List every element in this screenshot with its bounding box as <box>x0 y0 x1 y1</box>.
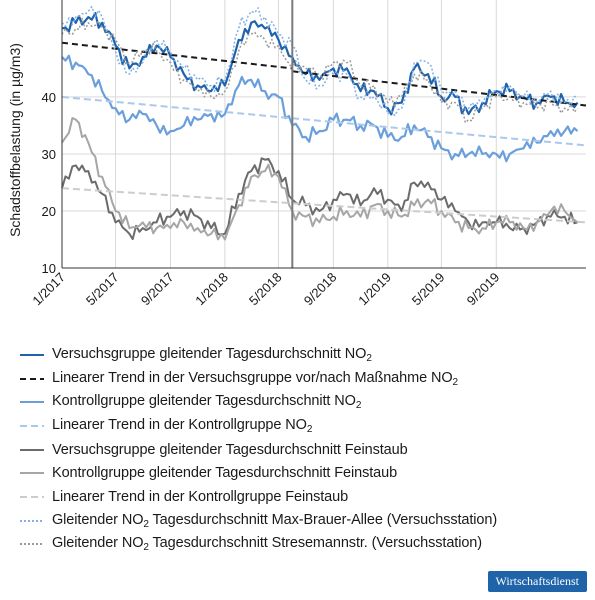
legend-item: Linearer Trend in der Versuchsgruppe vor… <box>20 367 590 391</box>
legend-swatch <box>20 472 44 475</box>
y-tick-label: 10 <box>42 261 56 276</box>
x-tick-label: 9/2019 <box>464 270 503 309</box>
legend-item: Linearer Trend in der Kontrollgruppe NO2 <box>20 414 590 438</box>
x-tick-label: 5/2018 <box>246 270 285 309</box>
legend-swatch <box>20 401 44 404</box>
legend-label: Gleitender NO2 Tagesdurchschnitt Stresem… <box>52 535 482 554</box>
series-line-6 <box>61 117 579 241</box>
legend-label: Linearer Trend in der Kontrollgruppe Fei… <box>52 488 349 505</box>
legend-item: Gleitender NO2 Tagesdurchschnitt Stresem… <box>20 533 590 557</box>
legend-label: Gleitender NO2 Tagesdurchschnitt Max-Bra… <box>52 511 498 530</box>
y-tick-label: 30 <box>42 147 56 162</box>
legend-label: Linearer Trend in der Versuchsgruppe vor… <box>52 369 458 388</box>
legend-label: Kontrollgruppe gleitender Tagesdurchschn… <box>52 393 362 412</box>
legend-item: Kontrollgruppe gleitender Tagesdurchschn… <box>20 461 590 485</box>
legend-label: Versuchsgruppe gleitender Tagesdurchschn… <box>52 345 372 364</box>
legend-swatch <box>20 448 44 451</box>
series-line-8 <box>61 5 578 117</box>
legend-item: Versuchsgruppe gleitender Tagesdurchschn… <box>20 438 590 462</box>
legend-label: Versuchsgruppe gleitender Tagesdurchschn… <box>52 441 408 458</box>
legend-swatch <box>20 353 44 356</box>
series-line-5 <box>61 157 578 241</box>
x-tick-label: 9/2017 <box>138 270 177 309</box>
y-tick-label: 40 <box>42 90 56 105</box>
legend-item: Versuchsgruppe gleitender Tagesdurchschn… <box>20 343 590 367</box>
x-tick-label: 5/2019 <box>409 270 448 309</box>
legend-item: Gleitender NO2 Tagesdurchschnitt Max-Bra… <box>20 509 590 533</box>
y-tick-label: 20 <box>42 204 56 219</box>
x-tick-label: 1/2018 <box>192 270 231 309</box>
legend-swatch <box>20 424 44 427</box>
x-tick-label: 5/2017 <box>83 270 122 309</box>
publisher-badge: Wirtschaftsdienst <box>487 571 587 592</box>
grid <box>61 0 586 268</box>
legend-swatch <box>20 495 44 498</box>
series-lines <box>61 0 587 268</box>
trend-line-4 <box>61 95 587 147</box>
trend-line-2 <box>61 41 293 70</box>
y-axis-title: Schadstoffbelastung (in µg/m3) <box>7 43 23 237</box>
legend-item: Linearer Trend in der Kontrollgruppe Fei… <box>20 485 590 509</box>
x-tick-label: 9/2018 <box>301 270 340 309</box>
series-line-9 <box>61 17 579 124</box>
legend: Versuchsgruppe gleitender Tagesdurchschn… <box>20 343 590 556</box>
x-tick-label: 1/2019 <box>355 270 394 309</box>
legend-swatch <box>20 377 44 380</box>
legend-label: Linearer Trend in der Kontrollgruppe NO2 <box>52 416 313 435</box>
series-line-3 <box>61 54 579 163</box>
legend-swatch <box>20 519 44 522</box>
legend-item: Kontrollgruppe gleitender Tagesdurchschn… <box>20 390 590 414</box>
legend-label: Kontrollgruppe gleitender Tagesdurchschn… <box>52 465 398 482</box>
trend-line-2 <box>292 70 587 107</box>
legend-swatch <box>20 543 44 546</box>
